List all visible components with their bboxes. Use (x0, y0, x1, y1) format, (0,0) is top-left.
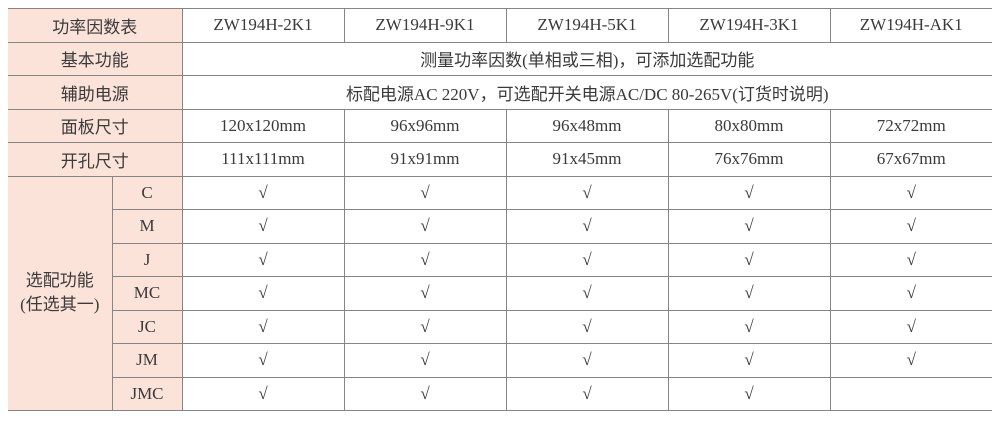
check-cell: √ (505, 242, 669, 277)
cutout-size-cell: 91x91mm (343, 142, 507, 177)
header-row: 功率因数表 ZW194H-2K1 ZW194H-9K1 ZW194H-5K1 Z… (8, 8, 992, 43)
table-title-cell: 功率因数表 (8, 8, 183, 43)
options-group-label-line1: 选配功能 (25, 270, 94, 290)
check-cell: √ (505, 343, 669, 378)
row-label-cell: 面板尺寸 (8, 108, 183, 143)
check-cell: √ (181, 175, 345, 210)
check-cell: √ (667, 209, 831, 244)
option-code-cell: JM (112, 343, 183, 378)
model-header-cell: ZW194H-2K1 (181, 8, 345, 43)
check-cell: √ (505, 175, 669, 210)
check-cell: √ (829, 343, 992, 378)
option-code-cell: JMC (112, 376, 183, 411)
power-factor-meter-spec-table: 功率因数表 ZW194H-2K1 ZW194H-9K1 ZW194H-5K1 Z… (8, 8, 992, 411)
check-cell: √ (181, 309, 345, 344)
basic-function-value-cell: 测量功率因数(单相或三相)，可添加选配功能 (181, 41, 992, 76)
panel-size-row: 面板尺寸 120x120mm 96x96mm 96x48mm 80x80mm 7… (8, 108, 992, 143)
check-cell: √ (667, 276, 831, 311)
option-code-cell: M (112, 209, 183, 244)
check-cell: √ (181, 343, 345, 378)
option-row-jm: JM √ √ √ √ √ (8, 343, 992, 378)
cutout-size-cell: 76x76mm (667, 142, 831, 177)
cutout-size-cell: 111x111mm (181, 142, 345, 177)
option-row-c: 选配功能 (任选其一) C √ √ √ √ √ (8, 175, 992, 411)
option-code-cell: J (112, 242, 183, 277)
check-cell: √ (343, 209, 507, 244)
model-header-cell: ZW194H-AK1 (829, 8, 992, 43)
basic-function-row: 基本功能 测量功率因数(单相或三相)，可添加选配功能 (8, 41, 992, 76)
check-cell (829, 376, 992, 411)
option-code-cell: JC (112, 309, 183, 344)
model-header-cell: ZW194H-5K1 (505, 8, 669, 43)
check-cell: √ (343, 175, 507, 210)
check-cell: √ (667, 242, 831, 277)
check-cell: √ (505, 276, 669, 311)
row-label-cell: 辅助电源 (8, 75, 183, 110)
check-cell: √ (829, 242, 992, 277)
check-cell: √ (667, 175, 831, 210)
aux-power-row: 辅助电源 标配电源AC 220V，可选配开关电源AC/DC 80-265V(订货… (8, 75, 992, 110)
check-cell: √ (343, 343, 507, 378)
row-label-cell: 开孔尺寸 (8, 142, 183, 177)
row-label-cell: 基本功能 (8, 41, 183, 76)
check-cell: √ (181, 376, 345, 411)
cutout-size-row: 开孔尺寸 111x111mm 91x91mm 91x45mm 76x76mm 6… (8, 142, 992, 177)
check-cell: √ (667, 376, 831, 411)
check-cell: √ (505, 376, 669, 411)
option-code-cell: C (111, 175, 183, 210)
check-cell: √ (181, 209, 345, 244)
panel-size-cell: 96x48mm (505, 108, 669, 143)
panel-size-cell: 80x80mm (667, 108, 831, 143)
option-row-mc: MC √ √ √ √ √ (8, 276, 992, 311)
check-cell: √ (343, 376, 507, 411)
check-cell: √ (343, 309, 507, 344)
check-cell: √ (343, 242, 507, 277)
check-cell: √ (505, 309, 669, 344)
option-row-jmc: JMC √ √ √ √ (8, 376, 992, 411)
check-cell: √ (829, 175, 992, 210)
check-cell: √ (343, 276, 507, 311)
panel-size-cell: 96x96mm (343, 108, 507, 143)
model-header-cell: ZW194H-3K1 (667, 8, 831, 43)
check-cell: √ (667, 309, 831, 344)
option-row-m: M √ √ √ √ √ (8, 209, 992, 244)
options-group-label-cell: 选配功能 (任选其一) (8, 175, 113, 411)
check-cell: √ (829, 309, 992, 344)
check-cell: √ (505, 209, 669, 244)
model-header-cell: ZW194H-9K1 (343, 8, 507, 43)
check-cell: √ (181, 276, 345, 311)
check-cell: √ (181, 242, 345, 277)
cutout-size-cell: 67x67mm (829, 142, 992, 177)
options-group-label-line2: (任选其一) (20, 295, 100, 315)
check-cell: √ (829, 209, 992, 244)
panel-size-cell: 120x120mm (181, 108, 345, 143)
option-code-cell: MC (112, 276, 183, 311)
cutout-size-cell: 91x45mm (505, 142, 669, 177)
check-cell: √ (667, 343, 831, 378)
option-row-jc: JC √ √ √ √ √ (8, 309, 992, 344)
check-cell: √ (829, 276, 992, 311)
panel-size-cell: 72x72mm (829, 108, 992, 143)
aux-power-value-cell: 标配电源AC 220V，可选配开关电源AC/DC 80-265V(订货时说明) (181, 75, 992, 110)
option-row-j: J √ √ √ √ √ (8, 242, 992, 277)
